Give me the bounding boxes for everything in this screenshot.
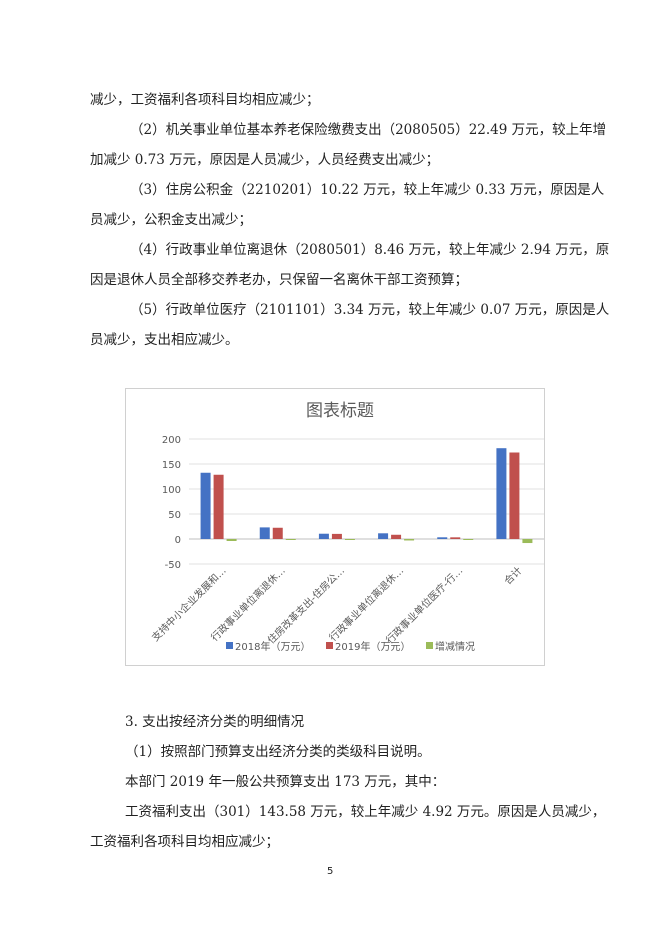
text-line: 减少，工资福利各项科目均相应减少；	[90, 92, 320, 108]
bar-2019	[213, 474, 224, 539]
y-tick-label: 100	[162, 485, 181, 496]
bar-2018	[259, 527, 270, 539]
bar-change	[522, 539, 533, 544]
bar-2019	[509, 452, 520, 539]
text-line: （5）行政单位医疗（2101101）3.34 万元，较上年减少 0.07 万元，…	[130, 302, 610, 318]
legend-swatch	[226, 642, 233, 649]
chart-canvas: 图表标题 200150100500-50支持中小企业发展和…行政事业单位离退休……	[149, 401, 544, 653]
text-line: （3）住房公积金（2210201）10.22 万元，较上年减少 0.33 万元，…	[130, 182, 605, 198]
text-line: 员减少，公积金支出减少；	[90, 212, 252, 228]
bar-change	[226, 539, 237, 541]
text-line: 加减少 0.73 万元，原因是人员减少，人员经费支出减少；	[90, 152, 440, 168]
y-tick-label: 200	[162, 435, 181, 446]
bar-change	[404, 539, 415, 541]
x-tick-label: 合计	[501, 564, 524, 587]
text-line: （4）行政事业单位离退休（2080501）8.46 万元，较上年减少 2.94 …	[130, 242, 610, 258]
legend-swatch	[326, 642, 333, 649]
text-line: 本部门 2019 年一般公共预算支出 173 万元，其中：	[125, 774, 446, 790]
bar-2018	[437, 537, 448, 539]
bar-2018	[200, 472, 211, 539]
bar-change	[344, 539, 355, 540]
legend-label: 2018年（万元）	[235, 640, 310, 653]
legend-label: 2019年（万元）	[335, 640, 410, 653]
bar-change	[463, 539, 474, 540]
bar-2018	[378, 533, 389, 539]
bar-2018	[496, 448, 507, 539]
bar-change	[285, 539, 296, 540]
chart-title: 图表标题	[306, 401, 374, 421]
text-line: 因是退休人员全部移交养老办，只保留一名离休干部工资预算；	[90, 272, 468, 288]
y-tick-label: 0	[175, 535, 181, 546]
bar-2018	[318, 533, 329, 539]
text-line: 工资福利各项科目均相应减少；	[90, 834, 279, 850]
bar-2019	[272, 527, 283, 539]
bar-2019	[331, 533, 342, 539]
page-number: 5	[327, 866, 334, 877]
legend-swatch	[426, 642, 433, 649]
bar-2019	[391, 534, 402, 539]
bar-chart: 图表标题 200 150 100 50 0 -50 支持中小企业发展和… 行政事业单位离退休……	[125, 388, 545, 666]
text-line: 工资福利支出（301）143.58 万元，较上年减少 4.92 万元。原因是人员…	[125, 804, 606, 820]
text-line: 员减少，支出相应减少。	[90, 332, 239, 348]
y-tick-label: 150	[162, 460, 181, 471]
legend-label: 增减情况	[435, 640, 475, 653]
y-tick-label: -50	[165, 560, 181, 571]
y-tick-label: 50	[168, 510, 181, 521]
text-line: （1）按照部门预算支出经济分类的类级科目说明。	[125, 744, 431, 760]
section-heading: 3. 支出按经济分类的明细情况	[125, 714, 305, 730]
text-line: （2）机关事业单位基本养老保险缴费支出（2080505）22.49 万元，较上年…	[130, 122, 607, 138]
bar-2019	[450, 537, 461, 539]
